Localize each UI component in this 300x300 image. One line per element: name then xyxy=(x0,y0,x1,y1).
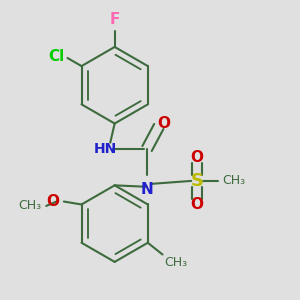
Text: Cl: Cl xyxy=(48,49,64,64)
Text: N: N xyxy=(141,182,153,197)
Text: HN: HN xyxy=(94,142,118,155)
Text: O: O xyxy=(190,150,204,165)
Text: S: S xyxy=(190,172,204,190)
Text: O: O xyxy=(46,194,59,209)
Text: F: F xyxy=(110,12,120,27)
Text: CH₃: CH₃ xyxy=(222,174,245,188)
Text: O: O xyxy=(190,197,204,212)
Text: CH₃: CH₃ xyxy=(164,256,187,269)
Text: CH₃: CH₃ xyxy=(19,200,42,212)
Text: O: O xyxy=(157,116,170,131)
